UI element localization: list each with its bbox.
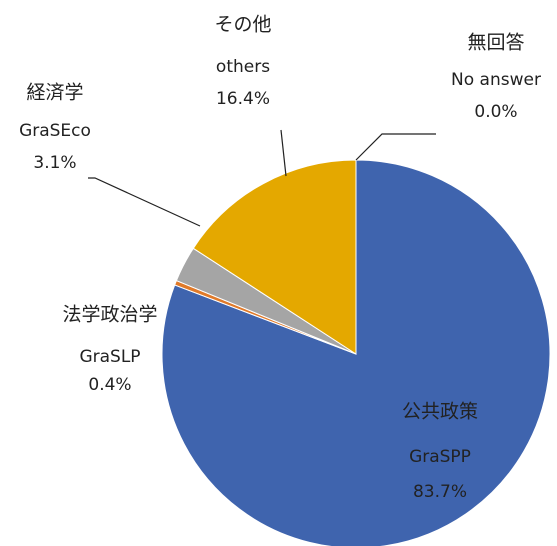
value-label: 16.4% [216, 89, 270, 109]
leader-line [355, 133, 436, 161]
value-label: 0.4% [88, 375, 131, 395]
category-label: 法学政治学 [62, 304, 157, 326]
category-label: 経済学 [26, 82, 83, 104]
category-label: 無回答 [467, 32, 524, 54]
category-en-label: GraSEco [19, 121, 91, 141]
category-en-label: No answer [451, 70, 541, 90]
leader-line [88, 177, 201, 227]
pie-slice [161, 159, 551, 546]
category-en-label: GraSLP [79, 347, 140, 367]
pie-slice [192, 159, 357, 355]
value-label: 3.1% [33, 153, 76, 173]
category-label: その他 [214, 14, 271, 36]
category-label: 公共政策 [402, 401, 478, 423]
category-en-label: GraSPP [409, 447, 471, 467]
value-label: 83.7% [413, 482, 467, 502]
leader-line [280, 129, 287, 177]
category-en-label: others [216, 57, 270, 77]
value-label: 0.0% [474, 102, 517, 122]
